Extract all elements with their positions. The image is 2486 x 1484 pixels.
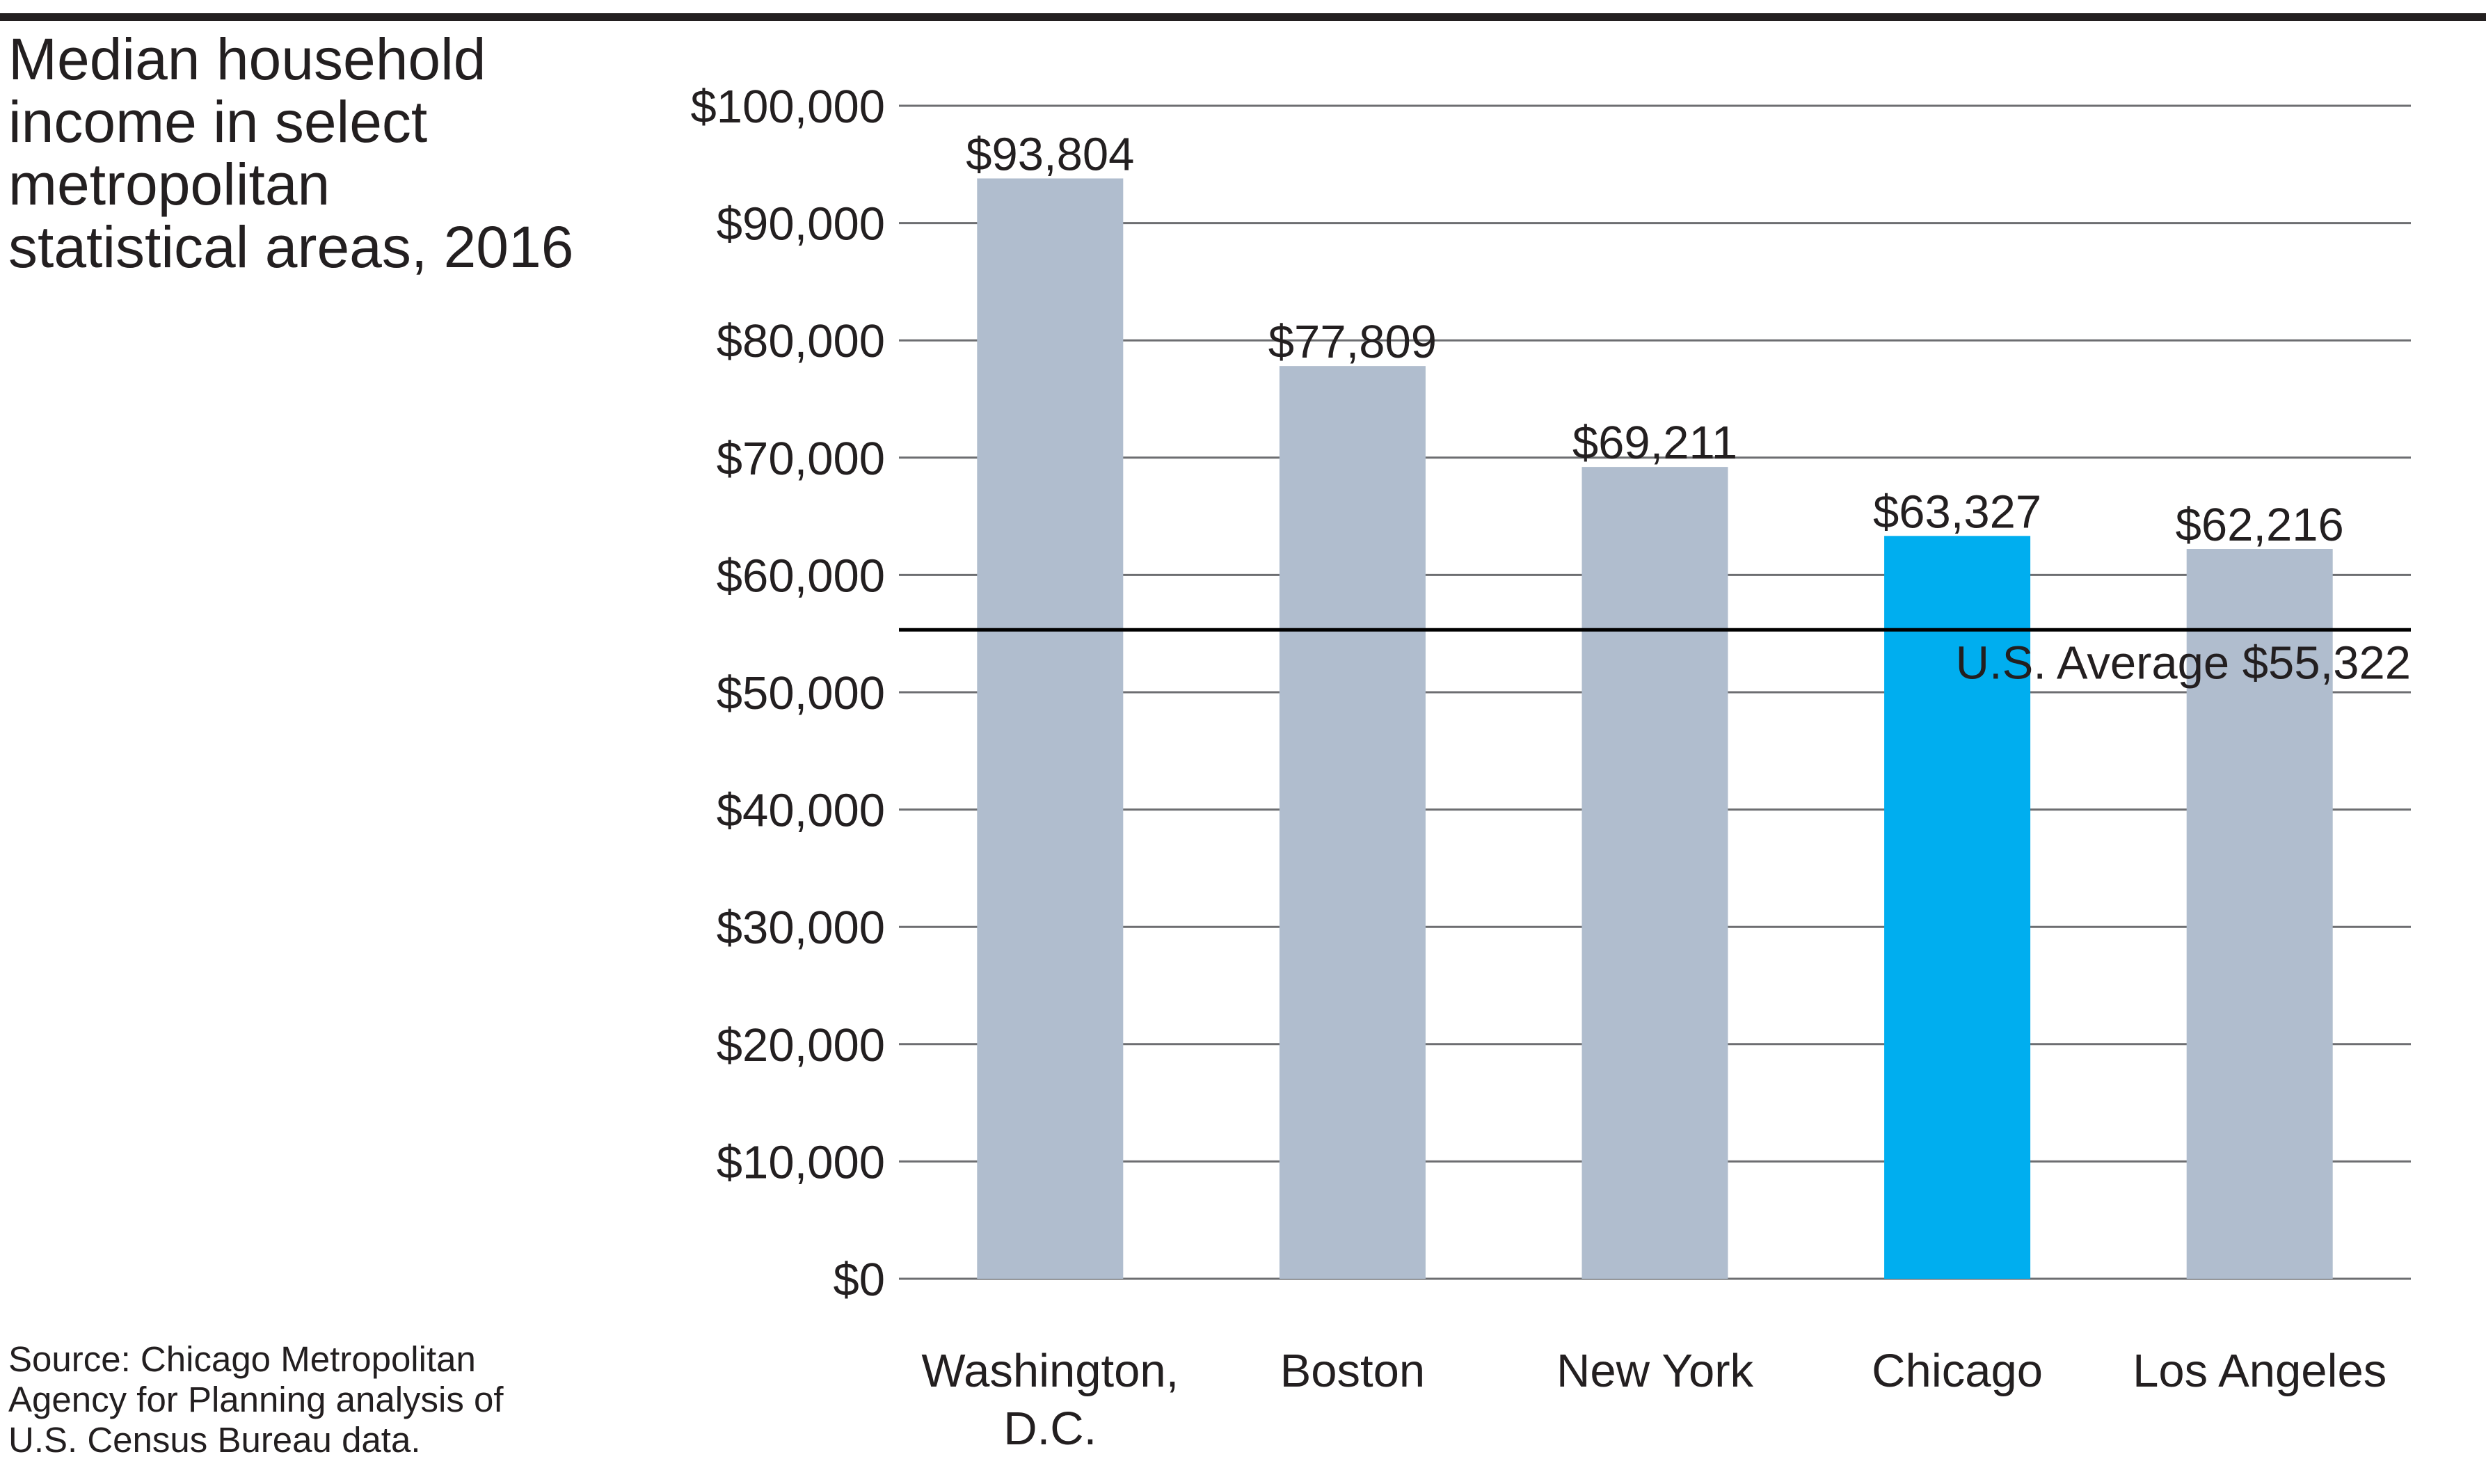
y-tick-label: $30,000 [717,902,885,954]
y-tick-label: $80,000 [717,315,885,367]
x-tick-label: Boston [1280,1345,1426,1397]
y-axis-ticks: $0 $10,000 $20,000 $30,000 $40,000 $50,000 $60… [691,81,885,1306]
data-label: $63,327 [1873,486,2041,538]
top-rule [0,13,2486,21]
y-tick-label: $40,000 [717,785,885,837]
y-tick-label: $20,000 [717,1019,885,1071]
data-label: $62,216 [2176,499,2344,551]
x-axis-ticks: Washington, D.C. Boston New York Chicago Los … [921,1345,2387,1455]
chart-title: Median household income in select metrop… [8,26,574,280]
data-labels: $93,804 $77,809 $69,211 $63,327 $62,216 [966,128,2344,551]
y-tick-label: $70,000 [717,433,885,485]
data-label: $69,211 [1572,417,1737,469]
y-tick-label: $10,000 [717,1136,885,1188]
y-tick-label: $50,000 [717,667,885,719]
y-tick-label: $90,000 [717,198,885,250]
y-tick-label: $60,000 [717,550,885,602]
bar [977,178,1124,1279]
y-tick-label: $0 [833,1254,885,1306]
bar [1581,467,1728,1279]
x-tick-label: Los Angeles [2133,1345,2387,1397]
source-note: Source: Chicago Metropolitan Agency for … [8,1339,504,1460]
bar [2186,549,2333,1279]
x-tick-label: Chicago [1872,1345,2043,1397]
x-tick-label: New York [1556,1345,1754,1397]
reference-line-group: U.S. Average $55,322 [899,628,2411,689]
x-tick-label: Washington, [921,1345,1179,1397]
reference-line-label: U.S. Average $55,322 [1956,637,2411,689]
bar [1884,536,2031,1279]
y-tick-label: $100,000 [691,81,885,133]
bar [1279,366,1426,1279]
data-label: $77,809 [1268,316,1437,368]
data-label: $93,804 [966,128,1134,180]
x-tick-label: D.C. [1003,1403,1097,1455]
bars [977,178,2333,1279]
